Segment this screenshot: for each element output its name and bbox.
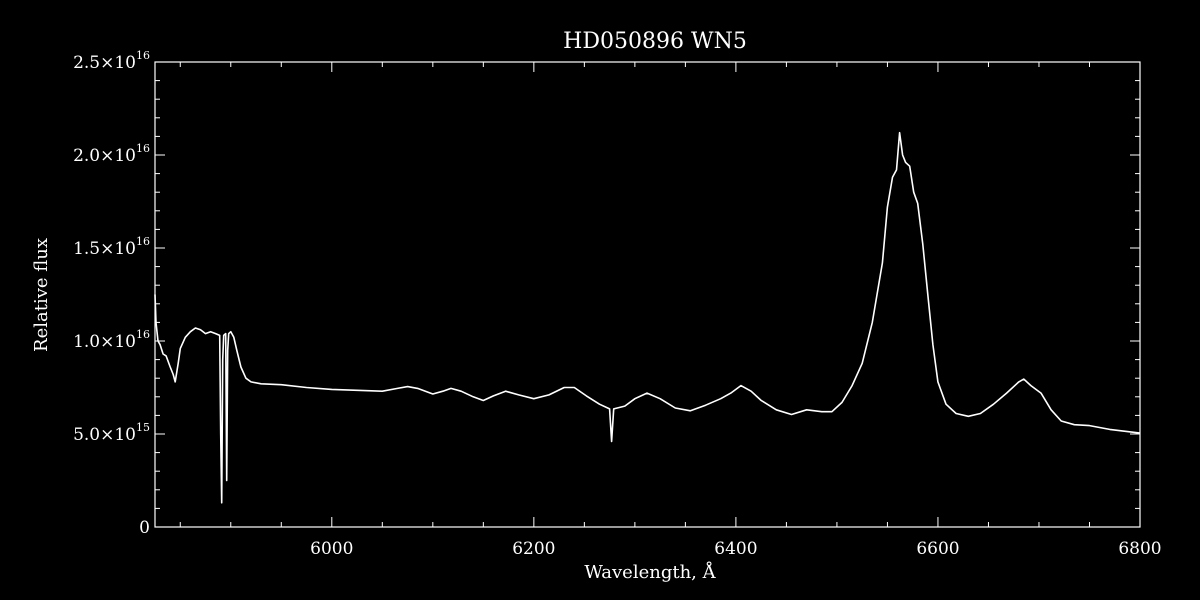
x-tick-label: 6400 [714,539,757,559]
y-tick-mantissa: 5.0×10 [73,425,136,445]
y-tick-exponent: 15 [136,421,150,434]
y-axis: 05.0×10151.0×10161.5×10162.0×10162.5×101… [73,49,1140,538]
y-tick-label: 2.0×1016 [73,142,150,166]
x-tick-label: 6000 [310,539,353,559]
y-tick-mantissa: 2.0×10 [73,146,136,166]
y-tick-exponent: 16 [136,328,150,341]
x-tick-label: 6800 [1118,539,1161,559]
y-tick-mantissa: 1.5×10 [73,239,136,259]
y-tick-exponent: 16 [136,142,150,155]
y-tick-label: 5.0×1015 [73,421,150,445]
y-axis-label: Relative flux [31,238,52,352]
spectrum-line [154,131,1141,504]
y-tick-mantissa: 2.5×10 [73,53,136,73]
x-tick-label: 6200 [512,539,555,559]
y-tick-exponent: 16 [136,49,150,62]
y-tick-label: 1.0×1016 [73,328,150,352]
y-tick-label: 2.5×1016 [73,49,150,73]
y-tick-label: 1.5×1016 [73,235,150,259]
y-tick-label: 0 [139,518,150,538]
x-axis-label: Wavelength, Å [584,561,716,583]
y-tick-mantissa: 0 [139,518,150,538]
chart-title: HD050896 WN5 [563,29,747,54]
x-axis: 6000 6200 6400 6600 6800 [179,62,1162,559]
x-tick-label: 6600 [916,539,959,559]
y-tick-exponent: 16 [136,235,150,248]
y-tick-mantissa: 1.0×10 [73,332,136,352]
